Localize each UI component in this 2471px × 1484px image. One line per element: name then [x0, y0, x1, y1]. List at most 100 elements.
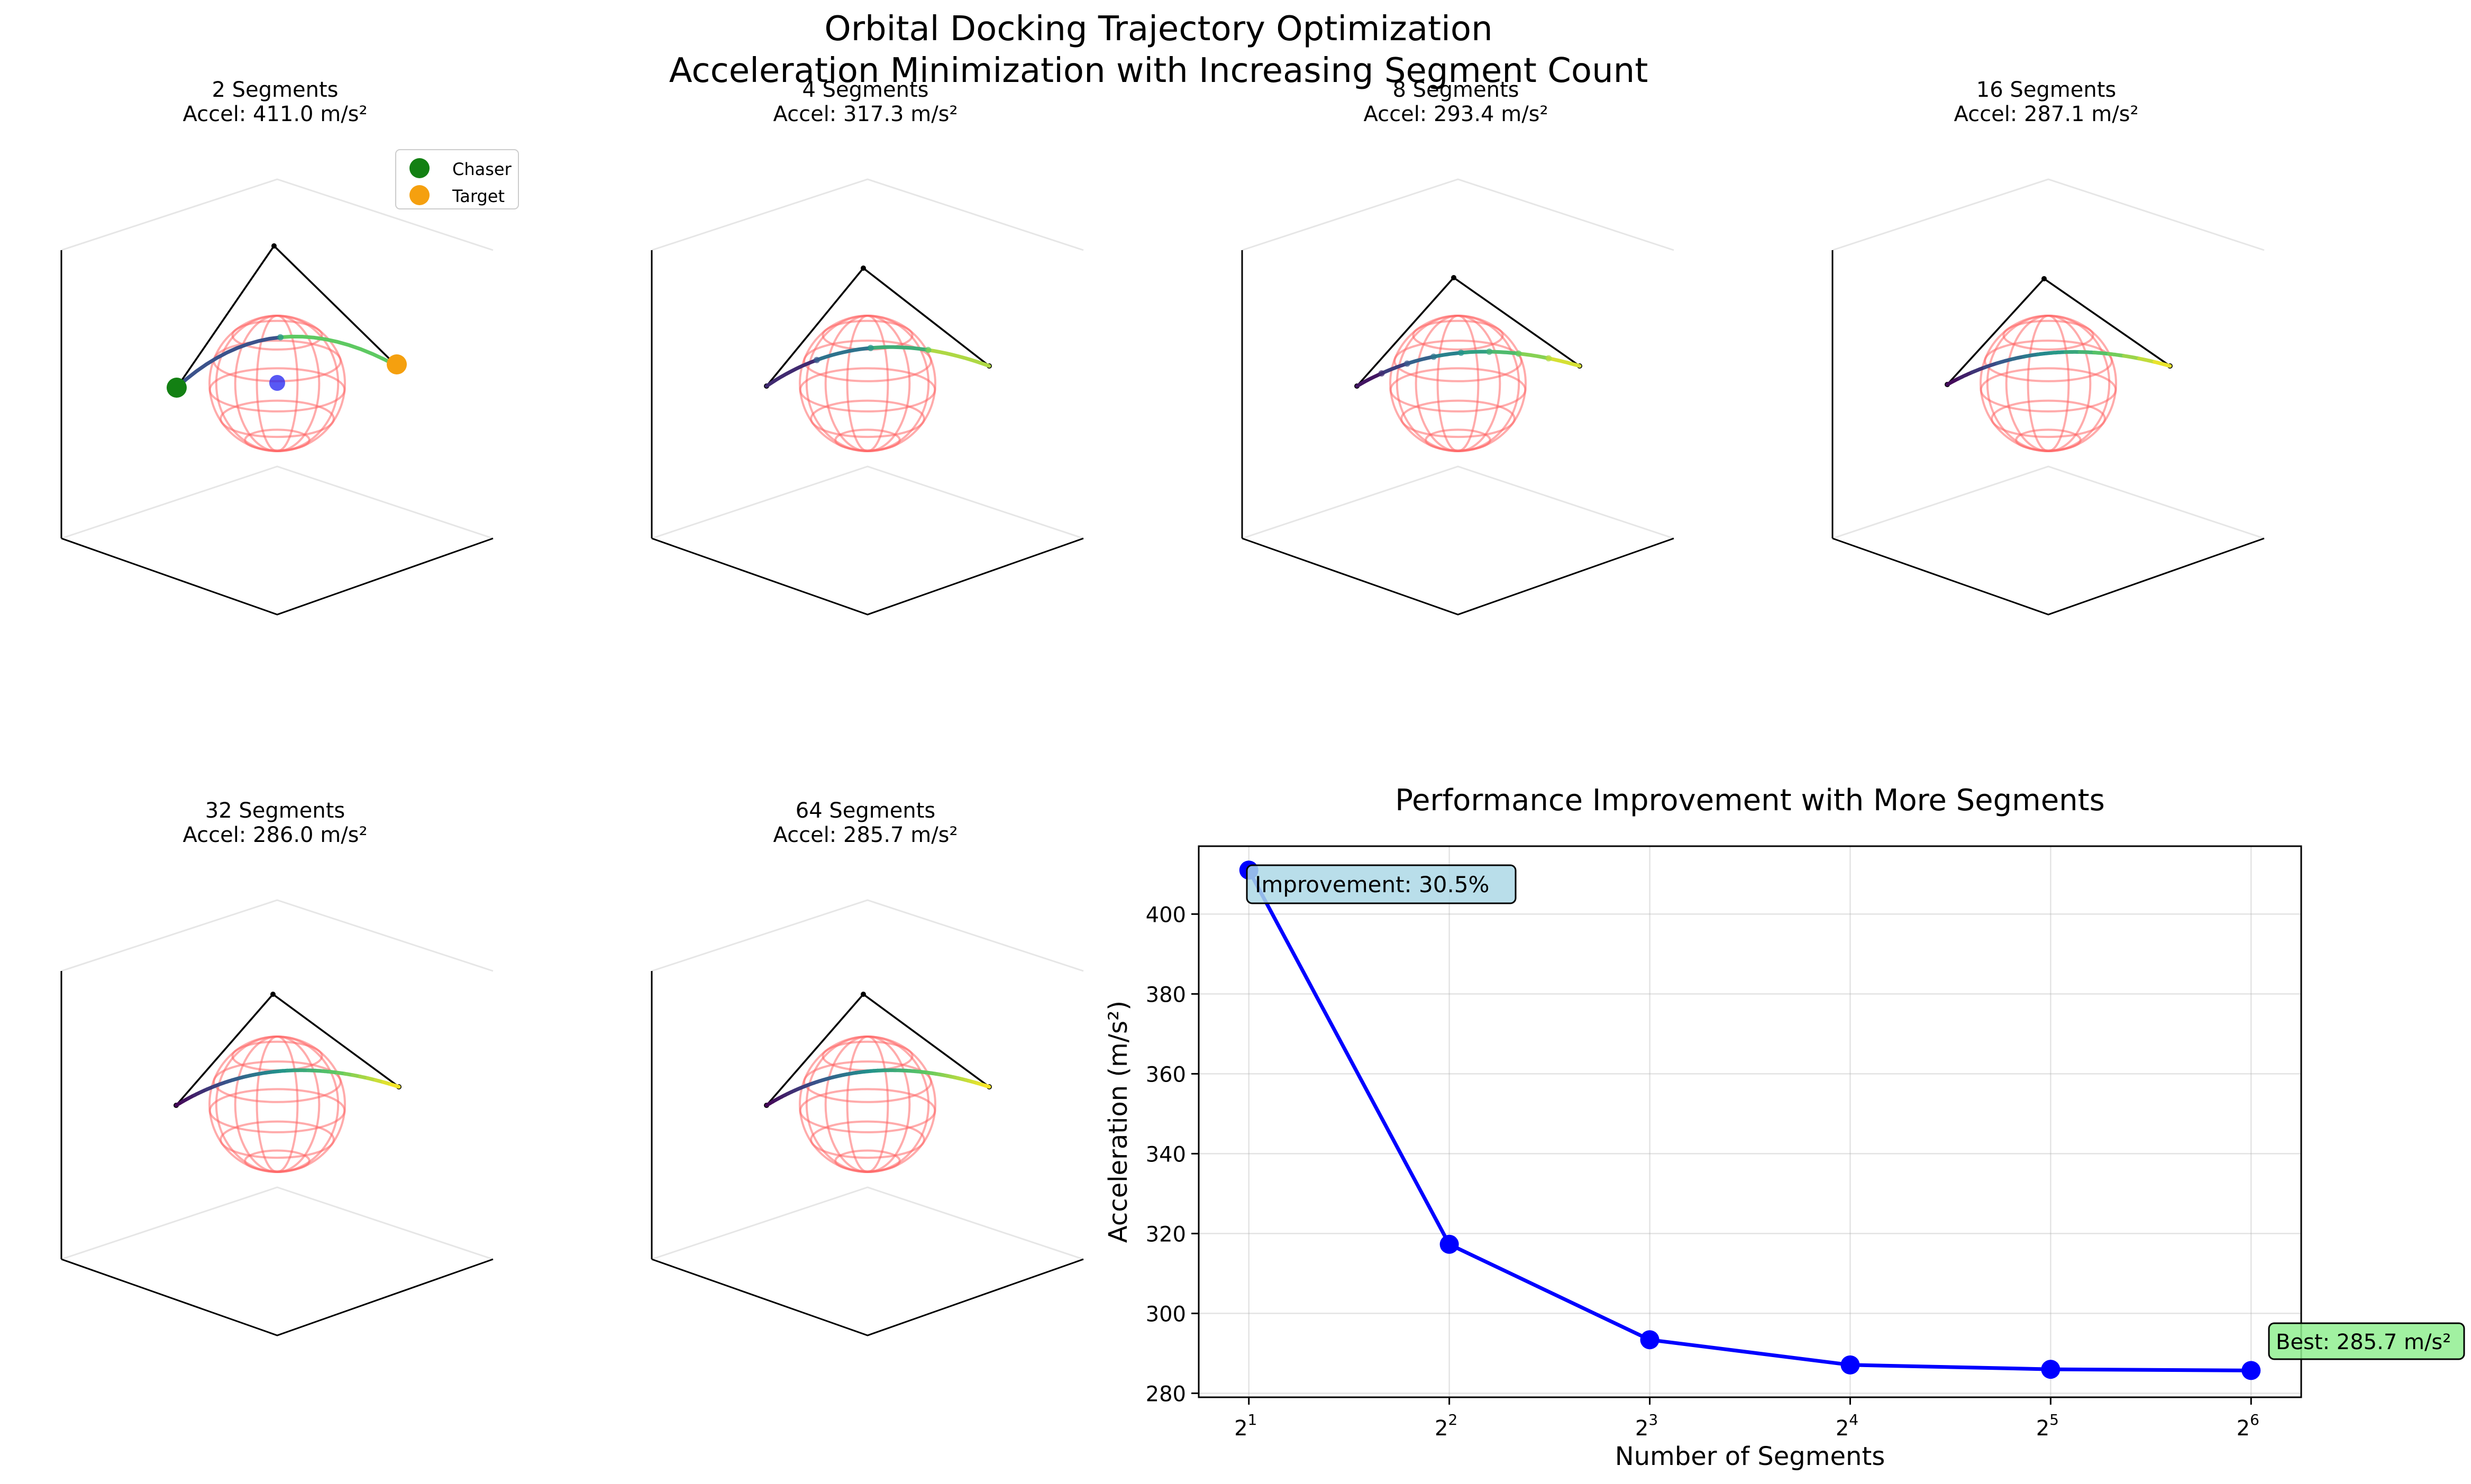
trajectory-curve: [174, 1068, 401, 1107]
data-point: [1640, 1330, 1660, 1350]
floor-axes: [61, 537, 494, 616]
performance-chart: Performance Improvement with More Segmen…: [1104, 783, 2465, 1471]
control-point: [271, 243, 277, 249]
trajectory-segment: [2122, 354, 2141, 361]
panel-title-segments: 16 Segments: [1976, 78, 2116, 102]
trajectory-segment: [2077, 350, 2096, 355]
pane-floor-edge: [1242, 465, 1674, 539]
panel-title-accel: Accel: 286.0 m/s²: [183, 823, 367, 847]
chart-title: Performance Improvement with More Segmen…: [1395, 783, 2105, 818]
trajectory-segment: [926, 348, 991, 368]
y-tick-label: 360: [1146, 1062, 1186, 1087]
segment-knot: [1378, 370, 1385, 377]
improvement-box: [1246, 864, 1517, 904]
trajectory-segment: [1487, 350, 1520, 355]
target-marker: [387, 354, 407, 374]
best-box: [2268, 1322, 2465, 1360]
trajectory-curve: [1355, 349, 1582, 388]
trajectory-segment: [1970, 365, 1987, 374]
segment-knot: [813, 356, 820, 363]
legend-target-label: Target: [452, 186, 505, 206]
floor-axes: [61, 1258, 494, 1336]
trajectory-curve: [1945, 350, 2172, 387]
x-tick-label: 24: [1836, 1411, 1858, 1441]
trajectory-segment: [2107, 352, 2126, 358]
x-tick-label: 21: [1234, 1411, 1257, 1441]
pane-floor-edge: [651, 1186, 1084, 1260]
series-line: [1247, 869, 2251, 1372]
trajectory-segment: [1516, 352, 1551, 360]
improvement-text: Improvement: 30.5%: [1255, 872, 1489, 897]
segment-knot: [1403, 360, 1410, 367]
legend-target-swatch: [409, 185, 430, 205]
trajectory-segment: [1405, 355, 1436, 365]
trajectory-segment: [2153, 360, 2172, 368]
trajectory-segment: [1431, 351, 1463, 359]
x-tick-label: 22: [1435, 1411, 1457, 1441]
y-tick-label: 380: [1146, 983, 1186, 1007]
pane-floor-edge: [651, 465, 1084, 539]
data-point: [1439, 1234, 1459, 1254]
control-point: [861, 265, 866, 271]
x-tick-label: 23: [1635, 1411, 1658, 1441]
panel-title-accel: Accel: 293.4 m/s²: [1363, 102, 1548, 126]
trajectory-segment: [764, 358, 819, 388]
pane-back-edge: [651, 899, 1084, 972]
trajectory-segment: [389, 1082, 401, 1089]
control-point: [1451, 275, 1456, 280]
data-point: [2041, 1360, 2060, 1379]
keep-out-sphere: [208, 1036, 346, 1173]
trajectory-segment: [2049, 350, 2067, 355]
panel-title-accel: Accel: 285.7 m/s²: [773, 823, 958, 847]
figure-title-line1: Orbital Docking Trajectory Optimization: [824, 10, 1492, 49]
best-text: Best: 285.7 m/s²: [2276, 1330, 2451, 1354]
keep-out-sphere: [799, 315, 936, 452]
data-point: [1840, 1355, 1860, 1375]
y-tick-label: 300: [1146, 1302, 1186, 1326]
trajectory-segment: [1459, 350, 1491, 355]
trajectory-segment: [983, 1084, 991, 1089]
floor-axes: [1832, 537, 2265, 616]
trajectory-segment: [2137, 356, 2156, 364]
segment-knot: [1545, 355, 1552, 362]
trajectory-segment: [1380, 362, 1409, 375]
panel-title-segments: 8 Segments: [1392, 78, 1519, 102]
trajectory-segment: [278, 334, 399, 368]
sphere-center-marker: [269, 375, 285, 391]
figure-title-line2: Acceleration Minimization with Increasin…: [669, 51, 1648, 90]
segment-knot: [277, 334, 284, 341]
pane-back-edge: [1832, 178, 2265, 251]
legend-chaser-label: Chaser: [452, 159, 512, 179]
trajectory-segment: [175, 335, 282, 390]
trajectory-curve: [764, 345, 991, 388]
segment-knot: [1486, 349, 1493, 355]
panel-title-segments: 32 Segments: [205, 799, 345, 823]
keep-out-sphere: [208, 315, 346, 452]
control-point: [270, 992, 276, 997]
keep-out-sphere: [1389, 315, 1527, 452]
y-tick-label: 340: [1146, 1142, 1186, 1167]
segment-knot: [867, 345, 874, 351]
trajectory-segment: [1355, 371, 1384, 388]
trajectory-segment: [1995, 358, 2013, 365]
pane-back-edge: [61, 899, 494, 972]
panel-title-accel: Accel: 317.3 m/s²: [773, 102, 958, 126]
pane-back-edge: [1242, 178, 1674, 251]
x-tick-label: 25: [2036, 1411, 2059, 1441]
control-point: [861, 992, 866, 997]
panel-title-segments: 64 Segments: [796, 799, 935, 823]
panel-title-accel: Accel: 287.1 m/s²: [1954, 102, 2138, 126]
trajectory-segment: [1957, 370, 1974, 380]
best-annotation: Best: 285.7 m/s²: [2268, 1322, 2465, 1360]
floor-axes: [1242, 537, 1674, 616]
segment-knot: [925, 346, 932, 353]
trajectory-curve: [764, 1068, 991, 1107]
improvement-annotation: Improvement: 30.5%: [1246, 864, 1517, 904]
trajectory-segment: [2022, 352, 2040, 359]
data-point: [2241, 1361, 2261, 1380]
